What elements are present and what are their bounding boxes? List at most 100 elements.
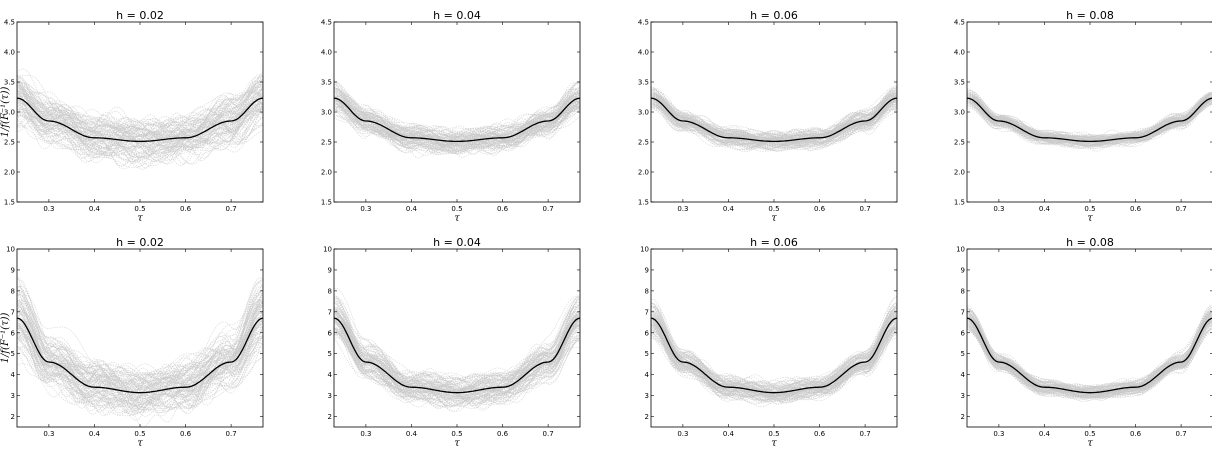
subplot-6: 0.3 0.4 0.5 0.6 0.7 2 3 4 5 6 7 8 9 10 h = 0.04 τ xyxy=(323,236,581,449)
simulated-curve xyxy=(334,303,580,388)
simulated-curve xyxy=(17,85,263,139)
simulated-curve xyxy=(967,311,1212,392)
simulated-curve xyxy=(967,94,1212,139)
simulated-curve xyxy=(967,306,1212,396)
simulated-curve xyxy=(17,102,263,167)
simulated-curve xyxy=(967,92,1212,142)
x-tick-label: 0.5 xyxy=(451,205,462,213)
simulated-curve xyxy=(334,315,580,408)
x-tick-label: 0.4 xyxy=(406,205,418,213)
simulated-curve xyxy=(334,310,580,400)
simulated-curve xyxy=(967,309,1212,393)
simulated-curve xyxy=(17,291,263,402)
simulated-curve xyxy=(651,326,897,401)
simulated-curve xyxy=(17,309,263,413)
x-tick-label: 0.4 xyxy=(89,205,101,213)
x-axis-label: τ xyxy=(1087,438,1093,449)
simulated-curve xyxy=(334,96,580,147)
y-tick-label: 9 xyxy=(961,266,965,274)
simulated-curve xyxy=(967,312,1212,391)
x-tick-label: 0.4 xyxy=(723,205,735,213)
simulated-curve xyxy=(967,311,1212,391)
y-tick-label: 4.0 xyxy=(321,49,332,57)
simulated-curve xyxy=(334,106,580,153)
simulated-curve xyxy=(967,322,1212,402)
y-tick-label: 1.5 xyxy=(321,199,332,207)
simulated-curve xyxy=(967,308,1212,390)
simulated-curve xyxy=(967,93,1212,139)
simulated-curve xyxy=(17,335,263,401)
simulated-curve xyxy=(17,325,263,414)
simulated-curve xyxy=(334,301,580,394)
simulated-curve xyxy=(17,299,263,396)
y-tick-label: 4 xyxy=(645,371,650,379)
simulated-curve xyxy=(334,106,580,153)
simulated-curve xyxy=(17,80,263,147)
simulated-curve xyxy=(651,303,897,394)
y-tick-label: 6 xyxy=(11,329,16,337)
y-tick-label: 9 xyxy=(11,266,15,274)
simulated-curve xyxy=(334,301,580,397)
simulated-curve xyxy=(17,310,263,391)
x-tick-label: 0.4 xyxy=(1039,430,1051,438)
y-tick-label: 8 xyxy=(328,287,332,295)
simulated-curve xyxy=(651,302,897,393)
simulated-curve xyxy=(17,325,263,405)
simulated-curve xyxy=(651,304,897,392)
simulated-curve xyxy=(17,76,263,137)
y-tick-label: 2.5 xyxy=(638,139,649,147)
simulated-curve xyxy=(651,306,897,395)
simulated-curve xyxy=(967,98,1212,147)
simulated-curve xyxy=(334,306,580,390)
simulated-curve xyxy=(17,75,263,143)
true-curve xyxy=(967,317,1212,394)
simulated-curve xyxy=(967,93,1212,143)
simulated-curve xyxy=(967,308,1212,391)
simulated-curve xyxy=(334,324,580,401)
x-axis-label: τ xyxy=(137,438,143,449)
x-tick-label: 0.6 xyxy=(497,205,509,213)
simulated-curve xyxy=(967,315,1212,400)
y-tick-label: 2.0 xyxy=(4,169,15,177)
simulated-curve xyxy=(17,101,263,158)
simulated-curve xyxy=(334,294,580,391)
simulated-curve xyxy=(967,316,1212,401)
x-tick-label: 0.3 xyxy=(677,430,688,438)
y-tick-label: 3 xyxy=(961,392,965,400)
true-curve xyxy=(651,317,897,394)
y-tick-label: 5 xyxy=(328,350,332,358)
y-tick-label: 3.5 xyxy=(638,79,649,87)
y-tick-label: 2 xyxy=(645,413,649,421)
y-tick-label: 1.5 xyxy=(638,199,649,207)
simulated-curve xyxy=(967,102,1212,148)
x-tick-label: 0.7 xyxy=(860,430,871,438)
x-tick-label: 0.5 xyxy=(451,430,462,438)
subplot-1: 0.3 0.4 0.5 0.6 0.7 1.5 2.0 2.5 3.0 3.5 4.0 4.5 h = … xyxy=(0,9,264,224)
x-tick-label: 0.4 xyxy=(1039,205,1051,213)
y-tick-label: 9 xyxy=(645,266,649,274)
y-tick-label: 1.5 xyxy=(4,199,15,207)
simulated-curve xyxy=(967,310,1212,390)
simulated-curve xyxy=(967,92,1212,139)
simulated-curve xyxy=(17,81,263,146)
simulated-curve xyxy=(967,309,1212,395)
y-tick-label: 7 xyxy=(328,308,332,316)
simulated-curves xyxy=(967,305,1212,402)
simulated-curve xyxy=(17,111,263,162)
true-curve xyxy=(651,97,897,143)
simulated-curve xyxy=(334,313,580,390)
simulated-curve xyxy=(334,327,580,410)
y-tick-label: 4.5 xyxy=(4,19,15,27)
simulated-curve xyxy=(651,298,897,391)
simulated-curve xyxy=(334,322,580,391)
simulated-curve xyxy=(334,102,580,158)
x-tick-label: 0.3 xyxy=(993,205,1004,213)
y-tick-label: 6 xyxy=(645,329,650,337)
x-tick-label: 0.7 xyxy=(226,205,237,213)
simulated-curve xyxy=(651,330,897,404)
simulated-curve xyxy=(17,322,263,397)
simulated-curve xyxy=(651,97,897,151)
simulated-curve xyxy=(651,317,897,398)
y-tick-label: 10 xyxy=(956,246,965,254)
y-tick-label: 5 xyxy=(11,350,15,358)
